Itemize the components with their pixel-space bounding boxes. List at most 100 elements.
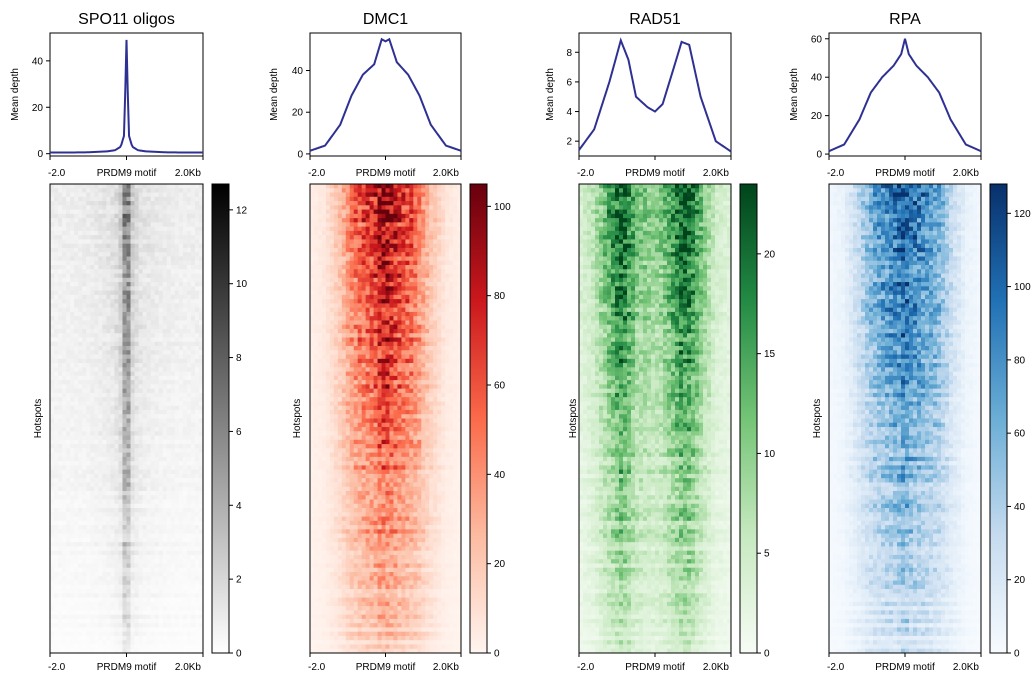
heatmap-cell (50, 495, 55, 500)
heatmap-cell (54, 252, 59, 257)
heatmap-cell (170, 328, 176, 334)
heatmap-cell (194, 563, 200, 569)
heatmap-cell (82, 201, 87, 206)
heatmap-cell (166, 414, 172, 419)
heatmap-cell (58, 542, 63, 547)
heatmap-cell (138, 282, 144, 287)
heatmap-cell (102, 508, 107, 513)
heatmap-cell (142, 529, 148, 535)
heatmap-cell (389, 256, 394, 262)
heatmap-cell (130, 559, 135, 564)
heatmap-cell (198, 247, 204, 253)
heatmap-cell (74, 439, 79, 445)
heatmap-cell (166, 456, 172, 462)
heatmap-cell (194, 196, 200, 202)
heatmap-cell (170, 512, 176, 517)
heatmap-cell (94, 606, 99, 611)
heatmap-cell (74, 252, 79, 257)
heatmap-cell (190, 260, 196, 266)
heatmap-cell (373, 235, 378, 240)
heatmap-cell (98, 490, 103, 496)
heatmap-cell (130, 490, 135, 496)
heatmap-cell (170, 571, 176, 577)
heatmap-cell (178, 350, 184, 355)
heatmap-cell (82, 401, 87, 407)
heatmap-cell (150, 409, 156, 415)
profile-ytick-label: 20 (292, 108, 304, 119)
heatmap-cell (106, 601, 111, 607)
heatmap-cell (417, 239, 422, 245)
heatmap-cell (94, 222, 99, 228)
heatmap-cell (90, 525, 95, 530)
heatmap-cell (174, 375, 180, 381)
heatmap-cell (182, 550, 188, 556)
heatmap-cell (66, 495, 71, 500)
heatmap-cell (98, 375, 103, 381)
heatmap-cell (50, 388, 55, 394)
heatmap-cell (178, 648, 184, 654)
heatmap-cell (138, 354, 144, 360)
heatmap-cell (78, 422, 83, 428)
heatmap-cell (78, 230, 83, 236)
heatmap-cell (94, 294, 99, 300)
heatmap-cell (194, 384, 200, 390)
heatmap-cell (142, 648, 148, 654)
heatmap-cell (98, 422, 103, 428)
heatmap-cell (198, 397, 204, 402)
heatmap-cell (106, 499, 111, 505)
heatmap-cell (182, 405, 188, 411)
heatmap-cell (166, 409, 172, 415)
heatmap-cell (190, 290, 196, 296)
heatmap-cell (50, 571, 55, 577)
heatmap-cell (445, 247, 450, 253)
heatmap-cell (170, 367, 176, 372)
heatmap-cell (90, 593, 95, 598)
heatmap-cell (130, 431, 135, 436)
heatmap-cell (150, 392, 156, 398)
heatmap-cell (102, 418, 107, 424)
heatmap-cell (381, 213, 386, 219)
heatmap-cell (66, 571, 71, 577)
heatmap-cell (154, 277, 160, 283)
heatmap-cell (118, 448, 123, 454)
heatmap-cell (102, 371, 107, 377)
heatmap-cell (114, 303, 119, 309)
heatmap-cell (98, 260, 103, 266)
heatmap-cell (445, 218, 450, 223)
heatmap-cell (102, 384, 107, 390)
profile-ytick-label: 40 (292, 66, 304, 77)
heatmap-cell (110, 371, 115, 377)
heatmap-cell (54, 239, 59, 245)
heatmap-cell (94, 333, 99, 338)
heatmap-cell (110, 580, 115, 586)
heatmap-cell (182, 311, 188, 317)
heatmap-cell (126, 341, 131, 347)
heatmap-cell (150, 593, 156, 598)
heatmap-cell (74, 290, 79, 296)
heatmap-cell (357, 188, 363, 193)
heatmap-cell (198, 341, 204, 347)
heatmap-cell (78, 456, 83, 462)
heatmap-cell (54, 520, 59, 526)
heatmap-cell (122, 465, 127, 471)
heatmap-cell (417, 230, 422, 236)
heatmap-cell (138, 563, 144, 569)
heatmap-cell (114, 282, 119, 287)
heatmap-cell (134, 213, 139, 219)
heatmap-cell (74, 363, 79, 368)
heatmap-cell (437, 260, 442, 266)
heatmap-cell (170, 247, 176, 253)
heatmap-cell (70, 328, 75, 334)
heatmap-cell (98, 482, 103, 488)
heatmap-cell (154, 571, 160, 577)
heatmap-cell (94, 465, 99, 471)
heatmap-cell (138, 401, 144, 407)
heatmap-cell (194, 533, 200, 539)
heatmap-cell (78, 482, 83, 488)
heatmap-cell (74, 269, 79, 274)
heatmap-cell (150, 512, 156, 517)
heatmap-cell (62, 508, 67, 513)
heatmap-cell (110, 631, 115, 637)
heatmap-cell (106, 307, 111, 313)
heatmap-cell (118, 435, 123, 441)
